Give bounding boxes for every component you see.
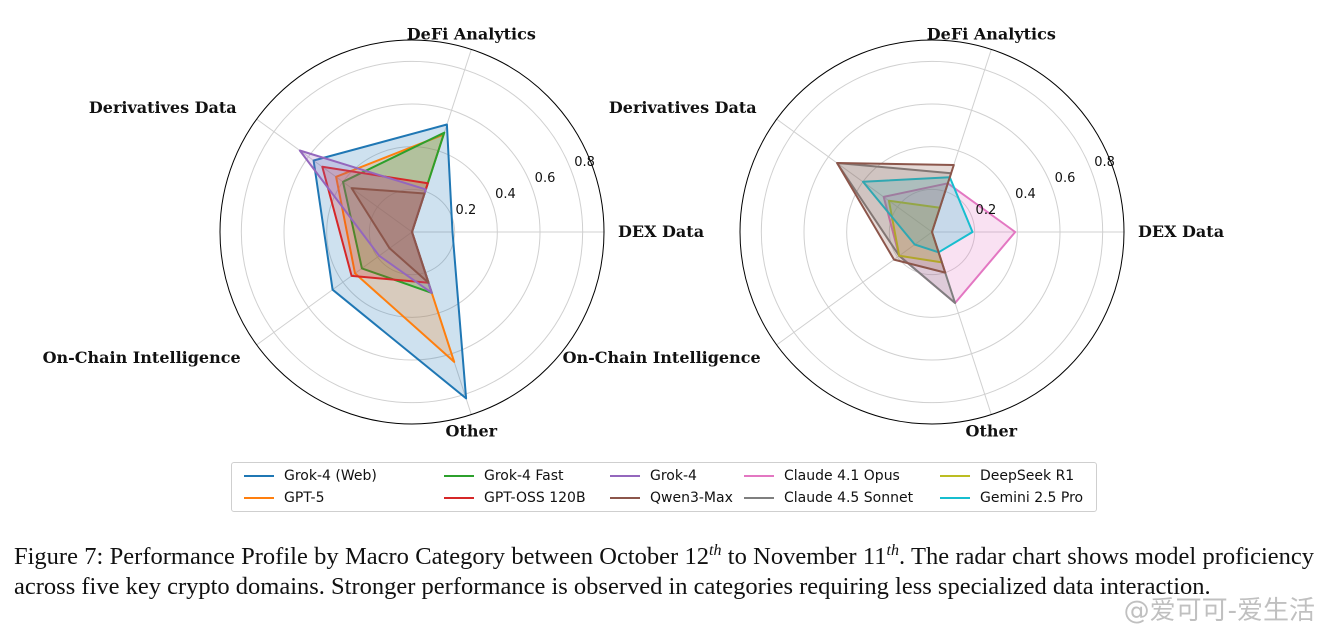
- legend-item: Grok-4: [610, 468, 697, 484]
- category-label: Derivatives Data: [89, 98, 237, 117]
- legend-item: Grok-4 (Web): [244, 468, 377, 484]
- series-gemini-2-5-pro: [862, 176, 974, 254]
- legend-label: Grok-4 Fast: [484, 468, 564, 484]
- legend-label: GPT-5: [284, 490, 325, 506]
- legend-label: GPT-OSS 120B: [484, 490, 586, 506]
- category-label: DeFi Analytics: [927, 24, 1056, 43]
- legend-label: Qwen3-Max: [650, 490, 733, 506]
- category-label: DEX Data: [1138, 222, 1224, 241]
- category-label: On-Chain Intelligence: [563, 348, 761, 367]
- outer-frame: [219, 39, 605, 425]
- legend-item: Qwen3-Max: [610, 490, 733, 506]
- legend-line: [940, 497, 970, 499]
- legend-item: Gemini 2.5 Pro: [940, 490, 1083, 506]
- r-tick-label: 0.6: [1055, 171, 1076, 186]
- legend-label: Grok-4 (Web): [284, 468, 377, 484]
- legend-label: DeepSeek R1: [980, 468, 1075, 484]
- r-tick-label: 0.4: [1015, 187, 1036, 202]
- category-label: DEX Data: [618, 222, 704, 241]
- series-claude-4-1-opus: [882, 182, 1017, 304]
- r-tick-label: 0.4: [495, 187, 516, 202]
- legend-line: [940, 475, 970, 477]
- caption-sup-2: th: [886, 542, 899, 559]
- radar-chart-2: 0.2 0.4 0.6 0.8 DEX Data DeFi Analytics Deriva…: [563, 24, 1224, 440]
- r-tick-label: 0.2: [456, 203, 477, 218]
- legend-line: [444, 497, 474, 499]
- r-tick-label: 0.8: [1094, 155, 1115, 170]
- category-label: On-Chain Intelligence: [43, 348, 241, 367]
- r-tick-label: 0.8: [574, 155, 595, 170]
- legend-label: Claude 4.1 Opus: [784, 468, 900, 484]
- legend-item: Grok-4 Fast: [444, 468, 564, 484]
- spoke-line: [776, 231, 933, 346]
- legend-line: [244, 475, 274, 477]
- series-grok-4-web-: [312, 123, 468, 400]
- legend: Grok-4 (Web) GPT-5 Grok-4 Fast GPT-OSS 120B…: [231, 462, 1097, 512]
- spoke-line: [776, 118, 933, 233]
- spoke-line: [256, 118, 413, 233]
- r-tick-label: 0.2: [976, 203, 997, 218]
- category-label: DeFi Analytics: [407, 24, 536, 43]
- caption-text-3: . The radar chart shows model proficienc…: [14, 543, 1315, 601]
- legend-line: [444, 475, 474, 477]
- caption-text-2: to November 11: [721, 543, 887, 571]
- caption-text-1: Figure 7: Performance Profile by Macro C…: [14, 543, 710, 571]
- legend-label: Gemini 2.5 Pro: [980, 490, 1084, 506]
- legend-label: Claude 4.5 Sonnet: [784, 490, 914, 506]
- legend-item: GPT-5: [244, 490, 325, 506]
- spoke-line: [256, 231, 413, 346]
- r-tick-label: 0.6: [535, 171, 556, 186]
- series-qwen3-max: [350, 187, 430, 284]
- radar-charts: 0.2 0.4 0.6 0.8 DEX Data DeFi Analytics Deriva…: [43, 24, 1224, 440]
- figure-caption: Figure 7: Performance Profile by Macro C…: [14, 536, 1314, 602]
- legend-line: [610, 497, 640, 499]
- radar-chart-1: 0.2 0.4 0.6 0.8 DEX Data DeFi Analytics Deriva…: [43, 24, 704, 440]
- category-label: Derivatives Data: [609, 98, 757, 117]
- legend-item: GPT-OSS 120B: [444, 490, 586, 506]
- legend-item: Claude 4.5 Sonnet: [744, 490, 913, 506]
- category-label: Other: [446, 422, 498, 441]
- watermark: @爱可可-爱生活: [1123, 596, 1315, 626]
- outer-frame: [739, 39, 1125, 425]
- legend-line: [244, 497, 274, 499]
- legend-item: DeepSeek R1: [940, 468, 1074, 484]
- caption-sup-1: th: [709, 542, 722, 559]
- legend-line: [744, 475, 774, 477]
- legend-label: Grok-4: [650, 468, 697, 484]
- series-qwen3-max: [836, 162, 955, 274]
- legend-item: Claude 4.1 Opus: [744, 468, 900, 484]
- category-label: Other: [966, 422, 1018, 441]
- legend-line: [744, 497, 774, 499]
- legend-line: [610, 475, 640, 477]
